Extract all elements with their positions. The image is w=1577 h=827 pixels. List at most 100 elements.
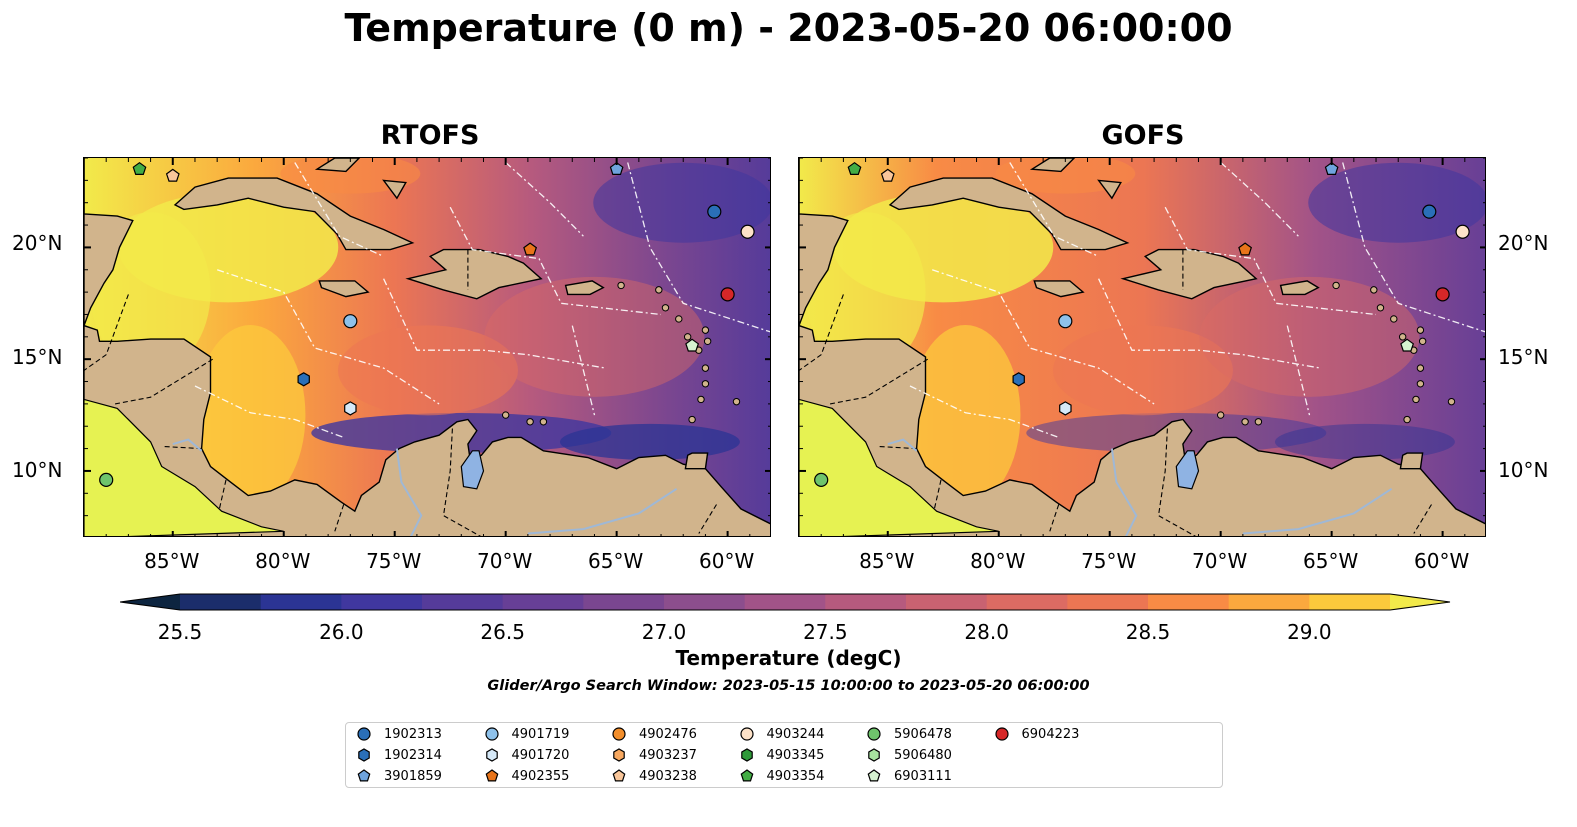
- map-canvas: [799, 158, 1485, 536]
- legend-item-6903111: 6903111: [866, 768, 952, 784]
- legend-item-5906480: 5906480: [866, 747, 952, 763]
- land-polygon: [888, 177, 1130, 251]
- y-tick-right-20n: 20°N: [1498, 231, 1549, 255]
- float-marker-4903238: [880, 168, 895, 182]
- land-polygon: [564, 280, 605, 296]
- legend-item-1902314: 1902314: [356, 747, 442, 763]
- legend-item-4903238: 4903238: [611, 768, 697, 784]
- legend-item-4901720: 4901720: [484, 747, 570, 763]
- float-marker-4901720: [1059, 401, 1072, 416]
- land-polygon: [1029, 158, 1076, 173]
- legend-label: 5906478: [894, 726, 952, 742]
- float-marker-4903244: [740, 224, 755, 239]
- legend-item-4903244: 4903244: [739, 726, 825, 742]
- pentagon-marker-icon: [867, 769, 881, 782]
- colorbar-segment: [664, 594, 746, 610]
- float-marker-1902314: [1012, 372, 1025, 387]
- float-marker-4901719: [343, 314, 358, 329]
- float-marker-4902355: [523, 242, 538, 256]
- x-tick-rtofs: 80°W: [255, 549, 311, 573]
- colorbar-tick: 28.5: [1125, 620, 1171, 644]
- land-polygon: [1033, 280, 1085, 298]
- float-marker-1902314: [297, 372, 310, 387]
- float-marker-4903238: [165, 168, 180, 182]
- colorbar-tick: 27.5: [803, 620, 848, 644]
- circle-marker-icon: [867, 727, 881, 741]
- float-marker-5906478: [99, 472, 114, 487]
- float-marker-6903111: [1400, 338, 1415, 352]
- colorbar-segment: [341, 594, 423, 610]
- colorbar-segment: [1228, 594, 1310, 610]
- colorbar-segment: [906, 594, 988, 610]
- legend-item-4903354: 4903354: [739, 768, 824, 784]
- land-polygon: [1279, 280, 1320, 296]
- float-marker-4901719: [1058, 314, 1073, 329]
- legend-item-3901859: 3901859: [356, 768, 442, 784]
- colorbar-tick: 28.0: [964, 620, 1009, 644]
- colorbar-segment: [502, 594, 584, 610]
- map-gofs: [798, 157, 1486, 537]
- y-tick-right-10n: 10°N: [1498, 458, 1549, 482]
- x-tick-gofs: 80°W: [970, 549, 1026, 573]
- float-marker-1902313: [707, 204, 722, 219]
- legend-label: 4901720: [511, 747, 570, 763]
- legend-label: 4903345: [766, 747, 825, 763]
- colorbar-segment: [180, 594, 262, 610]
- float-marker-5906478: [814, 472, 829, 487]
- y-tick-left-15n: 15°N: [12, 345, 63, 369]
- y-tick-right-15n: 15°N: [1498, 345, 1549, 369]
- float-marker-4903354: [132, 161, 147, 175]
- legend-item-4902355: 4902355: [484, 768, 570, 784]
- legend-label: 3901859: [384, 768, 442, 784]
- panel-title-rtofs: RTOFS: [380, 120, 480, 151]
- circle-marker-icon: [484, 727, 499, 741]
- x-tick-gofs: 85°W: [859, 549, 915, 573]
- legend-label: 4903244: [766, 726, 825, 742]
- colorbar-segment: [986, 594, 1068, 610]
- hexagon-marker-icon: [868, 748, 880, 762]
- float-marker-4903354: [847, 161, 862, 175]
- search-window-text: Glider/Argo Search Window: 2023-05-15 10…: [487, 678, 1090, 694]
- colorbar-tick: 26.5: [480, 620, 525, 644]
- legend-item-6904223: 6904223: [994, 726, 1079, 742]
- land-polygon: [1399, 452, 1424, 470]
- x-tick-rtofs: 65°W: [588, 549, 644, 573]
- land-polygon: [173, 177, 415, 251]
- colorbar-label: Temperature (degC): [675, 646, 902, 670]
- colorbar-segment: [583, 594, 665, 610]
- pentagon-marker-icon: [612, 769, 626, 782]
- panel-title-gofs: GOFS: [1101, 120, 1185, 151]
- colorbar-segment: [1067, 594, 1149, 610]
- y-tick-left-10n: 10°N: [12, 458, 63, 482]
- legend-item-4903237: 4903237: [611, 747, 697, 763]
- float-marker-6904223: [1435, 287, 1450, 302]
- land-polygon: [684, 452, 709, 470]
- legend-label: 4903237: [639, 747, 697, 763]
- float-marker-6903111: [685, 338, 700, 352]
- land-polygon: [405, 248, 543, 300]
- legend-label: 4902355: [511, 768, 570, 784]
- legend-item-4903345: 4903345: [739, 747, 825, 763]
- x-tick-gofs: 70°W: [1192, 549, 1248, 573]
- colorbar: [120, 593, 1451, 611]
- land-polygon: [318, 280, 370, 298]
- colorbar-segment: [825, 594, 907, 610]
- land-polygon: [1097, 179, 1122, 200]
- legend-item-4902476: 4902476: [611, 726, 697, 742]
- x-tick-rtofs: 75°W: [366, 549, 422, 573]
- colorbar-extend-high: [1390, 594, 1450, 610]
- map-rtofs: [83, 157, 771, 537]
- land-polygon: [799, 158, 849, 326]
- legend-label: 4903238: [639, 768, 697, 784]
- float-marker-3901859: [609, 161, 624, 175]
- pentagon-marker-icon: [485, 769, 498, 782]
- legend-label: 5906480: [894, 747, 952, 763]
- colorbar-segment: [422, 594, 504, 610]
- circle-marker-icon: [994, 727, 1009, 741]
- circle-marker-icon: [357, 727, 371, 741]
- legend-label: 1902313: [384, 726, 442, 742]
- x-tick-rtofs: 60°W: [698, 549, 755, 573]
- legend-label: 4902476: [639, 726, 697, 742]
- x-tick-gofs: 65°W: [1303, 549, 1359, 573]
- colorbar-segment: [1148, 594, 1230, 610]
